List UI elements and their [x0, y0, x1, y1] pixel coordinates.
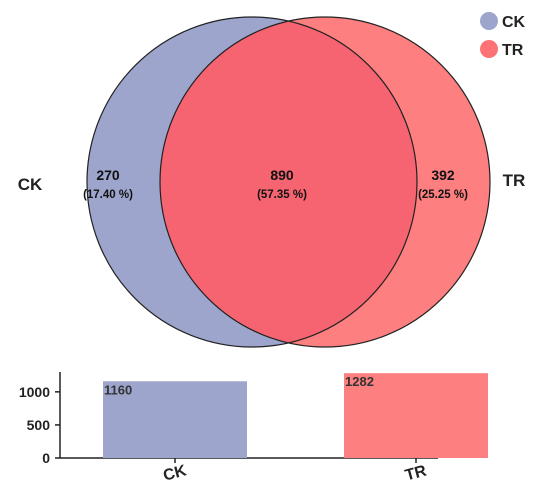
- set-label-ck: CK: [18, 175, 43, 194]
- intersection-percent: (57.35 %): [257, 189, 307, 201]
- bars-group: 1160 1282: [103, 373, 488, 458]
- bar-chart: 1160 1282 0 500 1000 CK TR: [19, 372, 488, 485]
- tr-unique-percent: (25.25 %): [418, 189, 468, 201]
- venn-outline-ck: [86, 16, 418, 348]
- legend: CK TR: [480, 12, 526, 59]
- venn-diagram: CK TR 270 (17.40 %) 890 (57.35 %) 392 (2…: [18, 16, 526, 348]
- set-label-tr: TR: [503, 171, 526, 190]
- y-tick-label-0: 0: [42, 450, 50, 466]
- intersection-count: 890: [270, 167, 294, 183]
- ck-unique-percent: (17.40 %): [83, 189, 133, 201]
- y-tick-label-500: 500: [27, 417, 51, 433]
- x-tick-label-ck: CK: [162, 462, 189, 485]
- bar-value-label-ck: 1160: [104, 382, 132, 397]
- bar-ck: [103, 381, 247, 458]
- legend-swatch-tr: [480, 40, 498, 58]
- x-ticks-group: CK TR: [162, 458, 429, 485]
- x-tick-label-tr: TR: [403, 462, 428, 484]
- venn-outline-tr: [159, 16, 491, 348]
- tr-unique-count: 392: [431, 167, 455, 183]
- bar-tr: [344, 373, 488, 458]
- y-tick-label-1000: 1000: [19, 384, 50, 400]
- legend-swatch-ck: [480, 12, 498, 30]
- legend-label-tr: TR: [502, 42, 524, 59]
- ck-unique-count: 270: [96, 167, 120, 183]
- bar-value-label-tr: 1282: [345, 374, 374, 389]
- legend-label-ck: CK: [502, 14, 526, 31]
- y-ticks-group: 0 500 1000: [19, 384, 60, 466]
